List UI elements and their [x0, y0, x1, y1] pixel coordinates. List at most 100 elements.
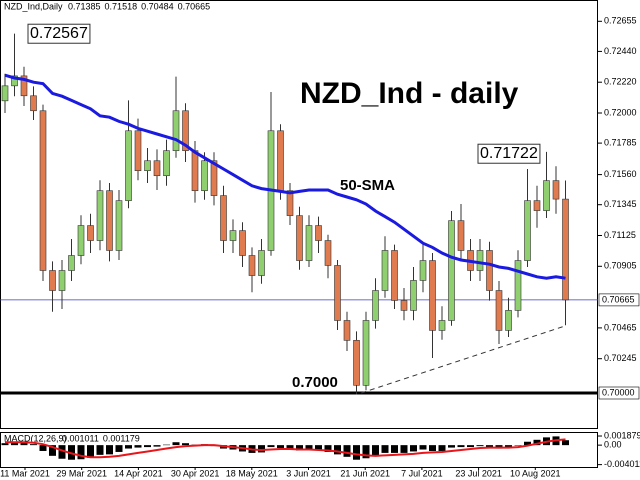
candle-body: [125, 130, 132, 201]
macd-bar: [144, 445, 151, 448]
high-label-box: [477, 143, 541, 164]
candle-body: [372, 290, 379, 321]
macd-bar: [39, 445, 47, 451]
header-value: 0.71518: [105, 1, 138, 11]
signal-value: 0.001179: [103, 433, 140, 443]
candle-body: [68, 255, 75, 271]
macd-bar: [381, 445, 389, 453]
candle-body: [486, 250, 493, 291]
macd-bar: [324, 445, 332, 452]
candle-body: [400, 300, 408, 311]
candle-body: [77, 225, 85, 256]
x-tick-label: 11 Mar 2021: [0, 468, 50, 478]
macd-bar: [277, 445, 284, 449]
macd-name: MACD(12,26,9): [4, 433, 67, 443]
x-tick-label: 14 Apr 2021: [114, 468, 163, 478]
macd-bar: [115, 445, 123, 452]
macd-bar: [334, 445, 341, 455]
candle-body: [144, 160, 151, 171]
macd-bar: [163, 444, 170, 446]
macd-bar: [429, 445, 436, 451]
candle-body: [58, 270, 66, 291]
candle-body: [533, 200, 541, 211]
macd-bar: [125, 445, 132, 449]
y-tick-label: 0.72655: [604, 16, 637, 26]
candle-body: [324, 240, 332, 266]
candle-body: [315, 225, 322, 241]
candle-body: [562, 198, 569, 301]
candle-body: [134, 130, 142, 171]
macd-bar: [533, 439, 541, 446]
macd-bar: [448, 445, 455, 448]
header-value: 0.70484: [141, 1, 174, 11]
candle-body: [448, 220, 455, 321]
macd-signal: [5, 438, 566, 459]
macd-bar: [476, 445, 484, 447]
candle-body: [87, 225, 94, 241]
price-box: [598, 293, 640, 307]
candle-body: [258, 250, 265, 276]
macd-bar: [305, 445, 313, 450]
macd-bar: [1, 443, 9, 446]
x-tick-label: 29 Mar 2021: [56, 468, 107, 478]
candle-body: [201, 160, 208, 192]
macd-bar: [49, 445, 56, 456]
candle-body: [495, 290, 503, 331]
candle-body: [296, 215, 303, 261]
candle-body: [11, 75, 18, 87]
price-box-label: 0.70665: [602, 294, 635, 304]
candle-body: [153, 160, 161, 177]
candle-body: [438, 320, 446, 331]
x-tick-label: 7 Jul 2021: [401, 468, 443, 478]
macd-tick-label: 0.001879: [604, 430, 640, 440]
macd-tick-label: -0.004011: [604, 459, 640, 469]
candle-body: [229, 230, 237, 241]
candle-body: [248, 255, 256, 276]
candle-body: [343, 320, 351, 341]
candle-body: [115, 200, 123, 251]
x-tick-label: 23 Jul 2021: [455, 468, 502, 478]
macd-bar: [438, 445, 446, 451]
macd-bar: [20, 442, 28, 446]
candle-body: [182, 110, 189, 151]
macd-bar: [562, 440, 569, 446]
x-tick-label: 30 Apr 2021: [171, 468, 220, 478]
x-tick-label: 3 Jun 2021: [286, 468, 331, 478]
macd-bar: [391, 445, 398, 453]
candle-body: [305, 225, 313, 261]
macd-bar: [486, 445, 493, 448]
macd-bar: [514, 445, 522, 446]
candle-body: [391, 250, 398, 301]
candle-body: [429, 260, 436, 331]
macd-bar: [524, 441, 531, 446]
x-tick-label: 21 Jun 2021: [340, 468, 390, 478]
y-tick-label: 0.70465: [604, 322, 637, 332]
macd-bar: [372, 445, 379, 456]
candle-body: [419, 260, 427, 281]
candle-body: [163, 150, 170, 177]
candle-body: [20, 75, 28, 97]
y-tick-label: 0.70245: [604, 353, 637, 363]
header-value: 0.71385: [68, 1, 101, 11]
candle-body: [353, 340, 360, 386]
candle-body: [334, 265, 341, 321]
y-tick-label: 0.71125: [604, 230, 636, 240]
macd-bar: [286, 445, 294, 450]
candle-body: [524, 200, 531, 261]
y-tick-label: 0.70905: [604, 261, 637, 271]
macd-bar: [296, 445, 303, 451]
high-label: 0.72567: [30, 25, 88, 42]
candle-body: [96, 190, 104, 241]
macd-bar: [11, 442, 18, 446]
macd-bar: [419, 445, 427, 450]
candle-body: [410, 280, 417, 311]
macd-bar: [362, 445, 370, 459]
candle-body: [476, 250, 484, 271]
macd-bar: [30, 444, 37, 446]
macd-bar: [153, 445, 161, 447]
macd-bar: [353, 445, 360, 460]
y-tick-label: 0.72000: [604, 107, 637, 117]
candle-body: [172, 110, 180, 151]
macd-bar: [343, 445, 351, 457]
